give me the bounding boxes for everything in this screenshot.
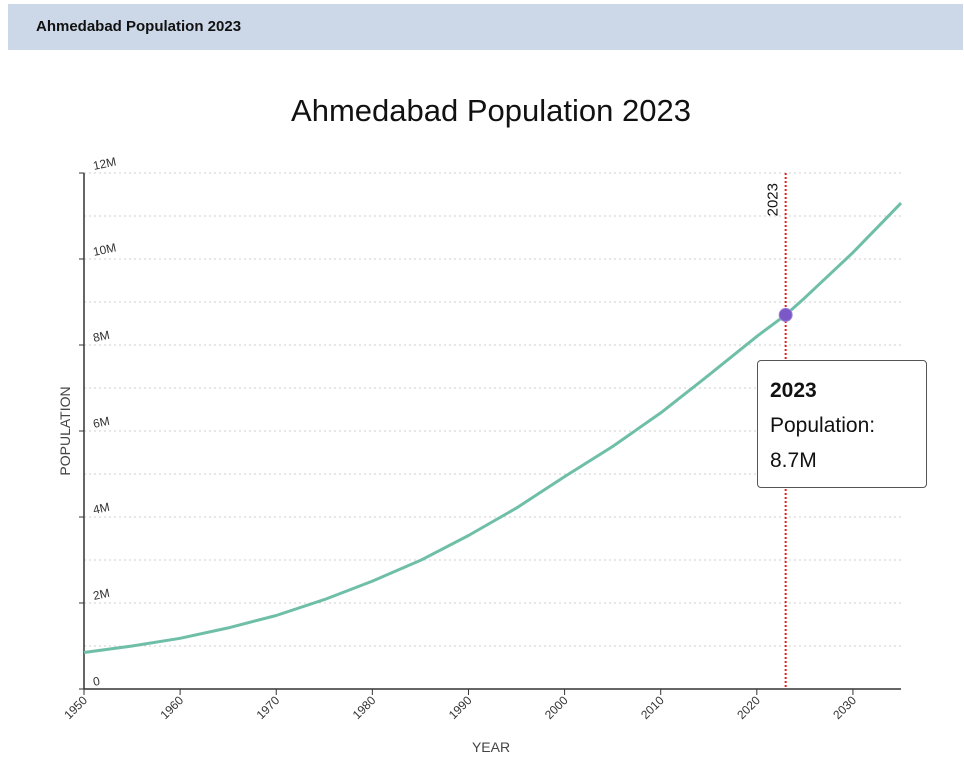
x-tick-label: 1960 [157,693,186,722]
header-title: Ahmedabad Population 2023 [36,18,242,35]
x-tick-label: 2030 [830,693,859,722]
y-axis-label: POPULATION [57,386,73,475]
y-tick-label: 10M [92,240,118,259]
tooltip-label: Population: [770,414,876,437]
x-tick-label: 1970 [254,693,283,722]
y-tick-label: 0 [92,674,102,689]
y-tick-label: 4M [92,500,111,517]
x-tick-label: 2020 [734,693,763,722]
y-tick-label: 12M [92,154,118,173]
x-axis-ticks: 1950 1960 1970 1980 1990 2000 2010 2020 2030 [61,689,859,722]
x-axis-label: YEAR [472,739,510,755]
x-tick-label: 2000 [542,693,571,722]
header-bar: Ahmedabad Population 2023 [8,4,963,50]
y-axis-ticks: 0 2M 4M 6M 8M 10M 12M [79,154,118,690]
y-tick-label: 6M [92,414,111,431]
highlight-point[interactable] [778,307,793,322]
y-tick-label: 2M [92,586,111,603]
x-tick-label: 1990 [446,693,475,722]
tooltip: 2023 Population: 8.7M [757,360,927,488]
gridlines [84,172,901,647]
x-tick-label: 2010 [638,693,667,722]
x-tick-label: 1980 [350,693,379,722]
y-tick-label: 8M [92,328,111,345]
x-tick-label: 1950 [61,693,90,722]
marker-label: 2023 [765,183,782,216]
tooltip-value: 8.7M [770,449,817,472]
chart-title: Ahmedabad Population 2023 [291,93,691,128]
tooltip-year: 2023 [770,379,817,402]
